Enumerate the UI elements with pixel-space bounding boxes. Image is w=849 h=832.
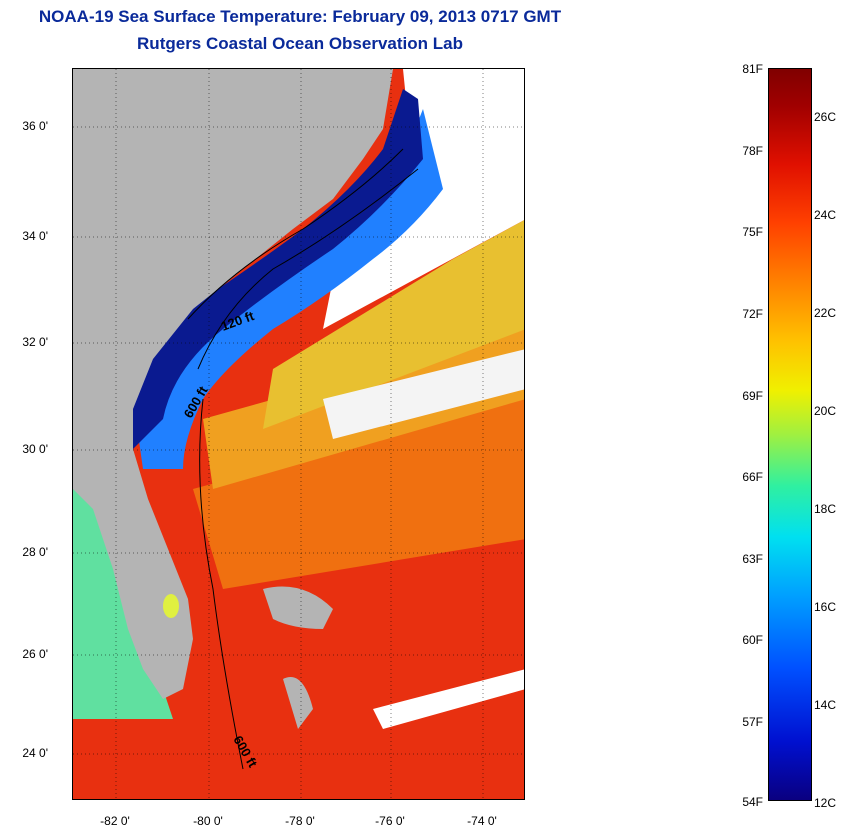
cloud-area-south	[373, 669, 524, 729]
colorbar-f-label: 66F	[742, 470, 763, 484]
colorbar-f-label: 57F	[742, 715, 763, 729]
colorbar-c-label: 12C	[814, 796, 837, 810]
colorbar-c-label: 14C	[814, 698, 837, 712]
cloud-streak	[323, 349, 524, 439]
colorbar-c-label: 22C	[814, 306, 837, 320]
lon-label: -74 0'	[467, 814, 497, 828]
contour-600ft	[197, 168, 419, 370]
lon-label: -82 0'	[100, 814, 130, 828]
lat-label: 28 0'	[22, 545, 48, 559]
sst-map: 120 ft 600 ft 600 ft	[72, 68, 525, 800]
lat-label: 24 0'	[22, 746, 48, 760]
map-title: NOAA-19 Sea Surface Temperature: Februar…	[38, 7, 562, 26]
colorbar-f-label: 63F	[742, 552, 763, 566]
colorbar-f-label: 78F	[742, 144, 763, 158]
lat-label: 36 0'	[22, 119, 48, 133]
map-subtitle: Rutgers Coastal Ocean Observation Lab	[137, 34, 463, 53]
lat-label: 26 0'	[22, 647, 48, 661]
colorbar-f-label: 72F	[742, 307, 763, 321]
colorbar-f-label: 54F	[742, 795, 763, 809]
colorbar-f-label: 81F	[742, 62, 763, 76]
contour-600ft-south	[199, 398, 244, 770]
land-mass	[73, 69, 393, 699]
colorbar-c-label: 18C	[814, 502, 837, 516]
colorbar-c-label: 20C	[814, 404, 837, 418]
colorbar-c-label: 16C	[814, 600, 837, 614]
colorbar-f-label: 75F	[742, 225, 763, 239]
colorbar-c-label: 26C	[814, 110, 837, 124]
lake-okeechobee	[163, 594, 179, 618]
lon-label: -76 0'	[375, 814, 405, 828]
lat-label: 34 0'	[22, 229, 48, 243]
warm-band	[193, 399, 524, 589]
contour-120ft	[187, 148, 404, 320]
temperature-colorbar	[768, 68, 812, 801]
colorbar-f-label: 69F	[742, 389, 763, 403]
lon-label: -80 0'	[193, 814, 223, 828]
bahamas-island	[263, 586, 333, 629]
colorbar-f-label: 60F	[742, 633, 763, 647]
lat-label: 32 0'	[22, 335, 48, 349]
mid-band	[263, 220, 524, 429]
colorbar-c-label: 24C	[814, 208, 837, 222]
bahamas-island	[283, 677, 313, 729]
lat-label: 30 0'	[22, 442, 48, 456]
lon-label: -78 0'	[285, 814, 315, 828]
